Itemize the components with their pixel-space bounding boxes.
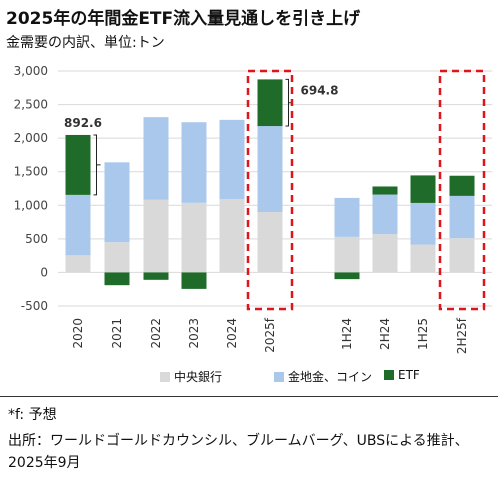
legend-label-central-banks: 中央銀行 [174, 370, 223, 384]
x-tick-label: 1H24 [340, 318, 354, 350]
bar-segment [334, 197, 360, 237]
bar-segment [65, 134, 91, 195]
x-tick-label: 2H24 [378, 318, 392, 350]
y-tick-label: 500 [25, 232, 48, 246]
bar-segment [449, 238, 475, 273]
annotation-label: 694.8 [301, 84, 339, 98]
x-tick-label: 2020 [71, 318, 85, 349]
y-tick-label: 1,500 [14, 165, 48, 179]
bar-segment [334, 236, 360, 273]
x-tick-label: 2021 [110, 318, 124, 349]
bar-segment [257, 79, 283, 127]
source-note: 出所：ワールドゴールドカウンシル、ブルームバーグ、UBSによる推計、2025年9… [8, 433, 469, 471]
y-tick-label: 3,000 [14, 64, 48, 78]
bar-segment [257, 212, 283, 273]
bar-segment [181, 122, 207, 203]
bar-segment [65, 255, 91, 273]
bar-segment [181, 202, 207, 273]
legend-central-banks: 中央銀行 [160, 368, 222, 385]
chart-bars [65, 79, 475, 289]
x-tick-label: 2023 [187, 318, 201, 349]
chart-legend: 中央銀行 金地金、コイン ETF [0, 366, 498, 386]
y-tick-label: 1,000 [14, 198, 48, 212]
footnote: *f: 予想 [8, 407, 57, 423]
legend-bars-coins: 金地金、コイン [274, 368, 372, 385]
x-tick-label: 2024 [225, 318, 239, 349]
legend-label-bars-coins: 金地金、コイン [288, 370, 373, 384]
bar-segment [181, 272, 207, 289]
x-tick-label: 2025f [263, 317, 277, 353]
x-axis-labels: 2020 2021 2022 2023 2024 2025f 1H24 2H24 1H25 2H2… [71, 317, 469, 354]
forecast-highlight-box [246, 69, 294, 311]
y-axis-ticks: 3,000 2,500 2,000 1,500 1,000 500 0 -500 [14, 64, 48, 313]
x-tick-label: 2H25f [455, 317, 469, 354]
bar-segment [449, 175, 475, 196]
bar-segment [334, 272, 360, 280]
page-title: 2025年の年間金ETF流入量見通しを引き上げ [6, 9, 361, 29]
bar-segment [143, 199, 169, 273]
bar-segment [219, 199, 245, 273]
legend-label-etf: ETF [398, 368, 420, 382]
bar-segment [372, 194, 398, 235]
y-tick-label: 2,000 [14, 131, 48, 145]
bar-segment [65, 194, 91, 256]
legend-etf: ETF [384, 368, 420, 382]
y-tick-label: 2,500 [14, 98, 48, 112]
y-tick-label: -500 [21, 299, 48, 313]
bar-segment [372, 186, 398, 195]
bar-segment [410, 244, 436, 273]
annotation-label: 892.6 [64, 116, 102, 130]
legend-swatch-central-banks [160, 372, 170, 382]
y-tick-label: 0 [40, 265, 48, 279]
forecast-highlight-box [438, 69, 486, 311]
bar-segment [104, 272, 130, 286]
bar-segment [143, 117, 169, 200]
x-tick-label: 1H25 [416, 318, 430, 350]
bar-segment [257, 126, 283, 212]
bar-segment [449, 195, 475, 239]
page-subtitle: 金需要の内訳、単位:トン [6, 35, 165, 51]
footer-divider [0, 396, 498, 397]
legend-swatch-etf [384, 370, 394, 380]
bar-segment [219, 119, 245, 200]
x-tick-label: 2022 [149, 318, 163, 349]
bar-segment [372, 234, 398, 273]
bar-segment [143, 272, 169, 280]
annotation-bracket [93, 134, 101, 196]
chart-annotations: 892.6 694.8 [64, 78, 339, 196]
bar-segment [104, 162, 130, 243]
bar-segment [104, 242, 130, 273]
bar-segment [410, 175, 436, 203]
bar-segment [410, 202, 436, 245]
forecast-highlights [246, 69, 486, 311]
legend-swatch-bars-coins [274, 372, 284, 382]
